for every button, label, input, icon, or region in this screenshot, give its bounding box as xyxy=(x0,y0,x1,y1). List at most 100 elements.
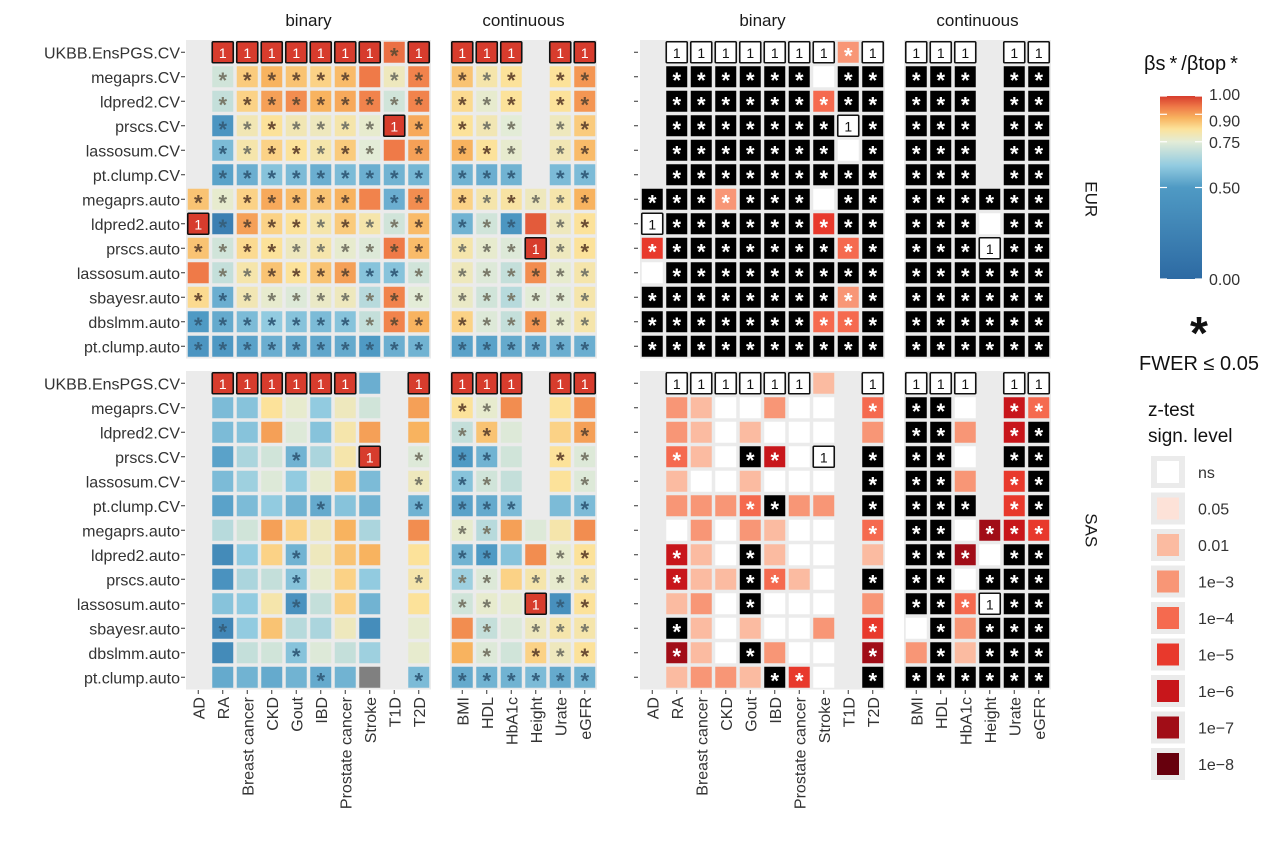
cell-ratio-sas-pt-clump-cv-stroke xyxy=(359,495,381,517)
cell-ratio-eur-sbayesr-auto-urate xyxy=(549,286,571,308)
cell-ratio-sas-prscs-cv-ckd xyxy=(261,446,283,468)
cell-ratio-sas-ldpred2-cv-hdl-fwer-star: * xyxy=(482,423,491,448)
cell-sig-sas-prscs-auto-ibd-fwer-star: * xyxy=(770,570,779,595)
cell-sig-sas-megaprs-auto-ibd xyxy=(764,519,786,541)
cell-ratio-eur-pt-clump-cv-t1d-fwer-star: * xyxy=(390,166,399,191)
cell-ratio-sas-ldpred2-auto-ibd xyxy=(310,544,332,566)
cell-ratio-eur-pt-clump-cv-ra-fwer-star: * xyxy=(218,166,227,191)
cell-sig-eur-prscs-cv-hdl-fwer-star: * xyxy=(936,117,945,142)
cell-sig-eur-prscs-cv-ra-fwer-star: * xyxy=(672,117,681,142)
cell-ratio-eur-ukbb-enspgs-cv-breast-cancer-best-box xyxy=(235,40,259,64)
cell-sig-sas-dbslmm-auto-height xyxy=(979,642,1001,664)
cell-sig-eur-lassosum-auto-ad xyxy=(641,262,663,284)
cell-ratio-eur-ukbb-enspgs-cv-prostate-cancer-best-label: 1 xyxy=(341,45,349,61)
cell-sig-eur-ukbb-enspgs-cv-prostate-cancer-best-box xyxy=(787,40,811,64)
cell-sig-eur-megaprs-auto-ra xyxy=(666,188,688,210)
cell-sig-sas-lassosum-auto-t2d xyxy=(862,593,884,615)
cell-sig-sas-pt-clump-auto-egfr-fwer-star: * xyxy=(1034,668,1043,693)
cell-ratio-sas-sbayesr-auto-prostate-cancer xyxy=(334,617,356,639)
cell-ratio-eur-lassosum-cv-prostate-cancer-fwer-star: * xyxy=(341,141,350,166)
cell-sig-sas-lassosum-auto-bmi-fwer-star: * xyxy=(912,595,921,620)
cell-sig-eur-prscs-auto-ibd xyxy=(764,237,786,259)
cell-sig-eur-lassosum-cv-urate xyxy=(1003,139,1025,161)
cell-sig-eur-ukbb-enspgs-cv-hba1c-best-label: 1 xyxy=(961,45,969,61)
cell-sig-eur-megaprs-auto-urate xyxy=(1003,188,1025,210)
cell-sig-sas-pt-clump-cv-hdl xyxy=(930,495,952,517)
cell-ratio-eur-prscs-auto-urate-fwer-star: * xyxy=(556,239,565,264)
cell-ratio-eur-megaprs-auto-bmi xyxy=(451,188,473,210)
cell-ratio-eur-pt-clump-cv-gout xyxy=(285,164,307,186)
cell-ratio-eur-dbslmm-auto-height-fwer-star: * xyxy=(531,313,540,338)
cell-ratio-sas-ukbb-enspgs-cv-gout-best-box xyxy=(284,371,308,395)
cell-sig-eur-ukbb-enspgs-cv-breast-cancer-best-label: 1 xyxy=(697,45,705,61)
cell-sig-sas-ldpred2-auto-hdl-fwer-star: * xyxy=(936,546,945,571)
cell-ratio-eur-pt-clump-cv-stroke xyxy=(359,164,381,186)
cell-sig-sas-prscs-cv-gout-fwer-star: * xyxy=(746,448,755,473)
cell-ratio-eur-lassosum-cv-hdl xyxy=(476,139,498,161)
cell-sig-eur-pt-clump-cv-prostate-cancer-fwer-star: * xyxy=(795,166,804,191)
cell-sig-eur-prscs-cv-bmi-fwer-star: * xyxy=(912,117,921,142)
cell-ratio-sas-lassosum-cv-hdl-fwer-star: * xyxy=(482,472,491,497)
cell-sig-eur-lassosum-auto-ckd-fwer-star: * xyxy=(721,264,730,289)
cell-ratio-sas-ldpred2-auto-gout xyxy=(285,544,307,566)
cell-ratio-eur-prscs-auto-ckd-fwer-star: * xyxy=(267,239,276,264)
cell-ratio-eur-megaprs-cv-ibd-fwer-star: * xyxy=(316,68,325,93)
cell-sig-eur-prscs-auto-egfr xyxy=(1028,237,1050,259)
cell-ratio-eur-ldpred2-auto-stroke-fwer-star: * xyxy=(365,215,374,240)
cell-ratio-sas-ukbb-enspgs-cv-stroke xyxy=(359,372,381,394)
cell-sig-eur-sbayesr-auto-ra-fwer-star: * xyxy=(672,288,681,313)
cell-sig-eur-pt-clump-cv-ra-fwer-star: * xyxy=(672,166,681,191)
sig-legend-swatch-1e-3 xyxy=(1157,570,1179,593)
cell-sig-sas-pt-clump-auto-t2d xyxy=(862,666,884,688)
cell-ratio-eur-megaprs-cv-bmi-fwer-star: * xyxy=(458,68,467,93)
cell-sig-eur-dbslmm-auto-breast-cancer-fwer-star: * xyxy=(697,313,706,338)
cell-sig-eur-dbslmm-auto-ra-fwer-star: * xyxy=(672,313,681,338)
cell-sig-eur-dbslmm-auto-t2d-fwer-star: * xyxy=(868,313,877,338)
x-tick-label-hdl: HDL xyxy=(480,697,497,729)
cell-sig-eur-sbayesr-auto-bmi-fwer-star: * xyxy=(912,288,921,313)
cell-sig-eur-lassosum-auto-ibd-fwer-star: * xyxy=(770,264,779,289)
cell-ratio-sas-lassosum-auto-bmi-fwer-star: * xyxy=(458,595,467,620)
sig-legend-swatch-0-01 xyxy=(1157,534,1179,556)
cell-ratio-sas-ldpred2-auto-bmi-fwer-star: * xyxy=(458,546,467,571)
cell-ratio-eur-pt-clump-cv-ckd xyxy=(261,164,283,186)
y-tick-label-eur: lassosum.CV xyxy=(86,143,181,160)
cell-sig-eur-lassosum-auto-t2d xyxy=(862,262,884,284)
cell-sig-sas-prscs-cv-urate-fwer-star: * xyxy=(1010,448,1019,473)
cell-sig-eur-prscs-auto-ckd xyxy=(715,237,737,259)
cell-ratio-sas-megaprs-auto-stroke xyxy=(359,519,381,541)
cell-sig-eur-dbslmm-auto-prostate-cancer-fwer-star: * xyxy=(795,313,804,338)
cell-sig-eur-lassosum-auto-egfr-fwer-star: * xyxy=(1034,264,1043,289)
cell-sig-eur-pt-clump-auto-breast-cancer xyxy=(690,335,712,357)
cell-sig-sas-sbayesr-auto-urate-fwer-star: * xyxy=(1010,619,1019,644)
y-tick-label-sas: sbayesr.auto xyxy=(89,621,180,638)
cell-ratio-eur-dbslmm-auto-hdl xyxy=(476,311,498,333)
cell-sig-eur-ldpred2-cv-urate xyxy=(1003,90,1025,112)
facet-row-label-sas: SAS xyxy=(1082,513,1101,547)
cell-sig-sas-dbslmm-auto-egfr-fwer-star: * xyxy=(1034,644,1043,669)
cell-ratio-eur-dbslmm-auto-prostate-cancer xyxy=(334,311,356,333)
cell-ratio-eur-ukbb-enspgs-cv-gout-best-label: 1 xyxy=(292,45,300,61)
cell-sig-eur-pt-clump-auto-ibd xyxy=(764,335,786,357)
cell-ratio-sas-ldpred2-auto-urate-fwer-star: * xyxy=(556,546,565,571)
cell-ratio-eur-megaprs-auto-t2d-fwer-star: * xyxy=(414,190,423,215)
cell-sig-eur-sbayesr-auto-t1d xyxy=(837,286,859,308)
cell-ratio-eur-lassosum-auto-breast-cancer-fwer-star: * xyxy=(243,264,252,289)
cell-ratio-eur-ukbb-enspgs-cv-t1d-fwer-star: * xyxy=(390,43,399,68)
cell-sig-eur-dbslmm-auto-hba1c-fwer-star: * xyxy=(961,313,970,338)
cell-sig-sas-lassosum-cv-urate xyxy=(1003,470,1025,492)
cell-ratio-sas-sbayesr-auto-breast-cancer xyxy=(236,617,258,639)
cell-sig-eur-lassosum-cv-prostate-cancer-fwer-star: * xyxy=(795,141,804,166)
cell-ratio-eur-megaprs-cv-t1d xyxy=(383,66,405,88)
y-tick-label-sas: UKBB.EnsPGS.CV xyxy=(44,376,180,393)
cell-sig-sas-megaprs-cv-urate xyxy=(1003,397,1025,419)
cell-ratio-eur-lassosum-cv-stroke xyxy=(359,139,381,161)
cell-sig-eur-megaprs-cv-urate-fwer-star: * xyxy=(1010,68,1019,93)
cell-sig-sas-ukbb-enspgs-cv-gout-best-label: 1 xyxy=(746,376,754,392)
cell-sig-eur-megaprs-auto-breast-cancer xyxy=(690,188,712,210)
cell-sig-eur-dbslmm-auto-height xyxy=(979,311,1001,333)
cell-ratio-eur-megaprs-cv-ckd-fwer-star: * xyxy=(267,68,276,93)
cell-ratio-sas-megaprs-cv-gout xyxy=(285,397,307,419)
cell-sig-eur-prscs-cv-breast-cancer-fwer-star: * xyxy=(697,117,706,142)
cell-sig-eur-prscs-auto-ibd-fwer-star: * xyxy=(770,239,779,264)
